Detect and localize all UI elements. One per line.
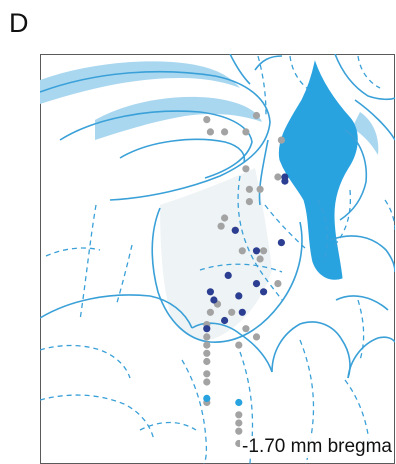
thalamus-outline [151,207,303,343]
data-point-gray [274,280,282,288]
upper-lobe-left [229,54,251,85]
dashed-left-4 [40,344,131,379]
data-point-navy [235,292,243,300]
inner-arc [119,138,246,163]
data-point-navy [281,177,289,185]
dashed-region-left [237,175,283,301]
right-cortex [354,99,395,141]
data-point-gray [228,308,236,316]
dashed-region-bottom [199,263,283,273]
dashed-left-3 [45,247,101,257]
data-point-gray [256,255,264,263]
data-point-navy [238,308,246,316]
dashed-region-mid [264,204,306,249]
upper-lobe-right [334,54,395,101]
dashed-top-3 [357,55,381,89]
data-point-gray [277,136,285,144]
data-point-gray [235,427,243,435]
data-point-navy [252,247,261,255]
fiber-tract-middle [95,96,262,140]
data-point-gray [203,378,211,386]
data-point-gray [206,308,214,316]
data-point-navy [260,288,268,296]
data-point-navy [210,296,218,304]
bregma-coordinate-label: -1.70 mm bregma [240,436,394,458]
data-point-gray [203,370,211,378]
dashed-bottom-5 [139,421,197,431]
region-outline-left [258,139,269,206]
data-point-navy [224,271,232,279]
dashed-left-1 [79,204,97,321]
data-point-gray [217,222,225,230]
dashed-right-2 [333,189,352,247]
data-point-gray [206,128,214,136]
data-point-gray [274,173,282,181]
central-bulge-right [347,336,395,379]
data-point-gray [203,357,211,366]
data-point-gray [203,333,211,341]
data-points [203,111,289,448]
data-point-gray [260,247,268,255]
data-point-navy [206,288,214,296]
central-bulge [271,321,351,379]
data-point-navy [221,316,229,325]
dashed-top-1 [257,55,267,117]
data-point-gray [238,247,246,255]
shaded-region [160,168,272,340]
hippocampal-arc [59,110,253,179]
dashed-left-2 [115,244,133,307]
dashed-bottom-4 [344,379,371,451]
data-point-gray [242,165,250,173]
right-lower-lobe [329,235,395,273]
data-point-cyan [235,398,243,407]
lower-left-arc [40,294,193,329]
data-point-gray [245,198,253,206]
data-point-gray [221,214,229,222]
data-point-navy [277,239,285,247]
dashed-left-5 [40,394,155,441]
fiber-tract-right [352,112,379,155]
ventricle [278,60,358,280]
data-point-gray [235,411,243,419]
data-point-gray [242,128,250,136]
data-point-gray [235,419,243,427]
data-point-gray [256,185,264,193]
data-point-gray [252,111,261,120]
right-lobe-lower-edge [335,295,389,311]
data-point-navy [203,325,211,333]
dashed-top-2 [289,55,313,93]
dashed-bottom-1 [181,359,208,464]
data-point-gray [235,341,243,349]
data-point-gray [245,185,253,193]
dashed-right-1 [317,199,328,263]
data-point-gray [203,349,211,357]
dashed-right-4 [384,199,395,231]
data-point-gray [242,325,250,333]
panel-label: D [9,8,29,38]
midline-upper-left [254,55,283,71]
data-point-gray [203,116,211,124]
fiber-tract-upper [40,61,240,104]
data-point-navy [252,280,261,288]
data-point-gray [252,333,261,341]
data-point-navy [231,226,239,234]
dashed-right-3 [357,299,365,361]
cortex-arc [40,70,271,201]
data-point-gray [221,128,229,136]
data-point-cyan [203,394,211,402]
data-point-gray [203,341,211,349]
